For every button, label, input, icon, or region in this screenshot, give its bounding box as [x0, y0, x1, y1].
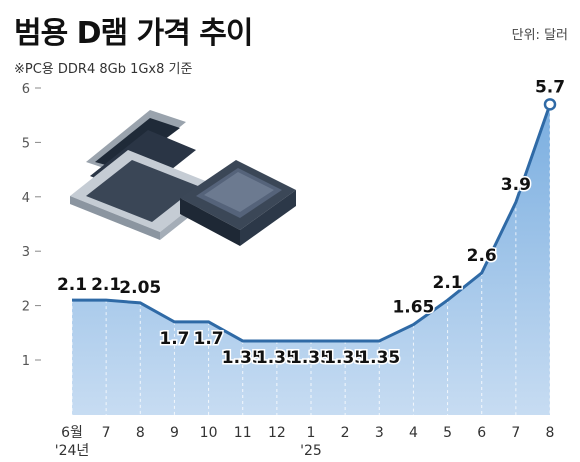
value-label: 1.35 [324, 348, 366, 368]
value-label: 1.7 [194, 329, 224, 349]
value-label: 1.35 [222, 348, 264, 368]
x-tick-label: 6 [477, 425, 486, 441]
x-tick-label: 9 [170, 425, 179, 441]
x-tick-label: 10 [200, 425, 218, 441]
value-label: 1.65 [392, 298, 434, 318]
x-tick-label: 11 [234, 425, 252, 441]
value-label: 2.1 [433, 273, 463, 293]
x-tick-label: 8 [546, 425, 555, 441]
value-label: 1.35 [290, 348, 332, 368]
y-tick-label: 3 [22, 245, 30, 260]
x-tick-label: 7 [511, 425, 520, 441]
price-area [72, 104, 550, 415]
chart-title: 범용 D램 가격 추이 [14, 16, 253, 51]
x-year-label: '24년 [55, 443, 90, 459]
x-tick-label: 6월 [61, 425, 83, 441]
vertical-guides [71, 104, 551, 415]
y-tick-label: 1 [22, 354, 30, 369]
x-tick-label: 5 [443, 425, 452, 441]
value-label: 2.1 [91, 275, 121, 295]
x-tick-label: 3 [375, 425, 384, 441]
x-tick-label: 2 [341, 425, 350, 441]
laptop-chip-illustration [70, 110, 296, 246]
data-point-last [543, 98, 557, 111]
price-line [72, 103, 552, 343]
memory-chip-icon [180, 160, 296, 246]
x-tick-label: 1 [307, 425, 316, 441]
value-label: 1.35 [256, 348, 298, 368]
value-labels: 2.1 2.12.051.7 1.71.351.351.351.351.351.65… [55, 76, 566, 370]
y-tick-label: 6 [22, 82, 30, 97]
y-axis: 1 2 3 4 5 6 [22, 82, 41, 369]
value-label: 3.9 [501, 175, 531, 195]
data-points [543, 98, 557, 111]
unit-label: 단위: 달러 [511, 28, 568, 43]
y-tick-label: 4 [22, 191, 30, 206]
x-tick-label: 7 [102, 425, 111, 441]
chart-subtitle: ※PC용 DDR4 8Gb 1Gx8 기준 [14, 62, 193, 77]
value-label: 1.7 [159, 329, 189, 349]
x-tick-label: 8 [136, 425, 145, 441]
x-tick-label: 4 [409, 425, 418, 441]
value-label: 2.1 [57, 275, 87, 295]
value-label: 1.35 [358, 348, 400, 368]
x-year-label: '25 [300, 443, 322, 459]
value-label: 5.7 [535, 77, 565, 97]
x-axis: 6월 '24년 7 8 9 10 11 12 1 '25 2 3 4 5 6 7 8 [55, 425, 555, 459]
x-tick-label: 12 [268, 425, 286, 441]
value-label: 2.6 [467, 246, 497, 266]
y-tick-label: 2 [22, 300, 30, 315]
value-label: 2.05 [119, 278, 161, 298]
y-tick-label: 5 [22, 136, 30, 151]
